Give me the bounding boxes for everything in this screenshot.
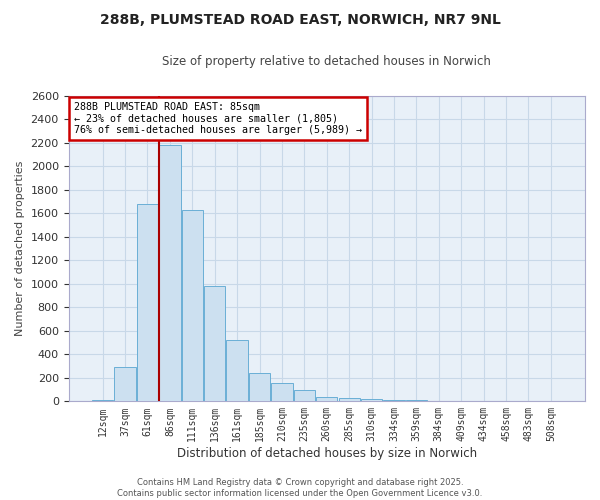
Bar [473, 400, 494, 402]
Bar [204, 286, 226, 402]
X-axis label: Distribution of detached houses by size in Norwich: Distribution of detached houses by size … [177, 447, 477, 460]
Bar [182, 210, 203, 402]
Bar [92, 400, 113, 402]
Text: 288B PLUMSTEAD ROAD EAST: 85sqm
← 23% of detached houses are smaller (1,805)
76%: 288B PLUMSTEAD ROAD EAST: 85sqm ← 23% of… [74, 102, 362, 135]
Bar [249, 372, 270, 402]
Bar [294, 390, 315, 402]
Bar [271, 382, 293, 402]
Title: Size of property relative to detached houses in Norwich: Size of property relative to detached ho… [163, 55, 491, 68]
Bar [316, 396, 337, 402]
Bar [159, 145, 181, 402]
Bar [540, 400, 562, 402]
Bar [361, 399, 382, 402]
Bar [226, 340, 248, 402]
Bar [406, 400, 427, 402]
Bar [115, 366, 136, 402]
Text: Contains HM Land Registry data © Crown copyright and database right 2025.
Contai: Contains HM Land Registry data © Crown c… [118, 478, 482, 498]
Text: 288B, PLUMSTEAD ROAD EAST, NORWICH, NR7 9NL: 288B, PLUMSTEAD ROAD EAST, NORWICH, NR7 … [100, 12, 500, 26]
Y-axis label: Number of detached properties: Number of detached properties [15, 161, 25, 336]
Bar [518, 400, 539, 402]
Bar [451, 400, 472, 402]
Bar [383, 400, 404, 402]
Bar [137, 204, 158, 402]
Bar [496, 400, 517, 402]
Bar [338, 398, 360, 402]
Bar [428, 400, 449, 402]
